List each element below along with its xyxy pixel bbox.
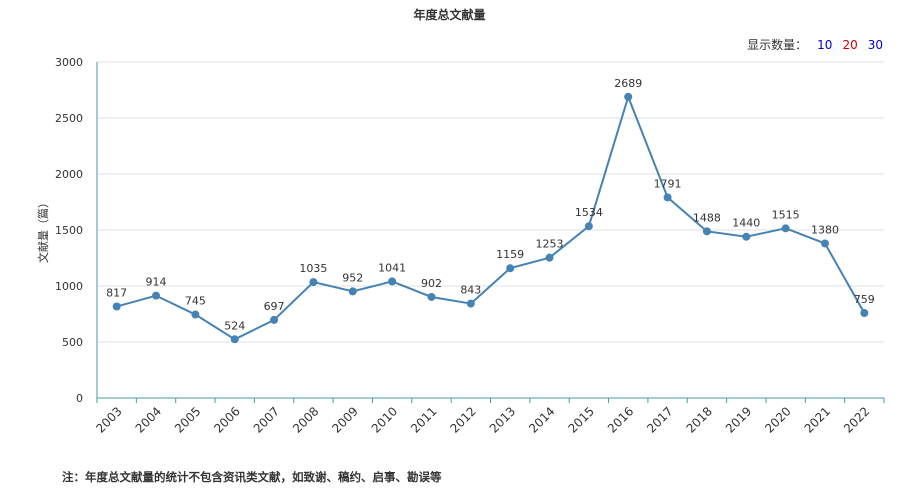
data-point [663, 193, 672, 202]
data-label: 1380 [811, 223, 839, 236]
data-point [427, 292, 436, 301]
x-tick-label: 2014 [526, 404, 557, 435]
line-chart: 0 500 1000 1500 2000 2500 3000 文献量（篇） 2003 2004 20… [36, 56, 885, 436]
data-point [191, 310, 200, 319]
data-point [820, 239, 829, 248]
y-tick-label: 0 [76, 392, 83, 405]
x-tick-label: 2008 [290, 404, 321, 435]
y-tick-label: 3000 [55, 56, 83, 69]
x-tick-label: 2013 [487, 404, 518, 435]
data-label: 1534 [575, 206, 603, 219]
x-tick-label: 2007 [251, 404, 282, 435]
y-axis-label: 文献量（篇） [36, 197, 50, 263]
x-tick-label: 2020 [762, 404, 793, 435]
data-point [781, 224, 790, 233]
x-tick-label: 2019 [723, 404, 754, 435]
x-tick-label: 2018 [684, 404, 715, 435]
data-label: 759 [854, 293, 875, 306]
data-label: 1440 [732, 217, 760, 230]
y-tick-label: 1500 [55, 224, 83, 237]
data-point [506, 264, 515, 273]
x-tick-label: 2006 [211, 404, 242, 435]
x-tick-label: 2012 [447, 404, 478, 435]
data-label: 1041 [378, 261, 406, 274]
display-count-option-20[interactable]: 20 [842, 38, 858, 52]
data-label: 1515 [772, 208, 800, 221]
footnote: 注：年度总文献量的统计不包含资讯类文献，如致谢、稿约、启事、勘误等 [62, 470, 442, 484]
data-point [270, 315, 279, 324]
x-tick-label: 2022 [841, 404, 872, 435]
data-label: 843 [460, 284, 481, 297]
x-tick-label: 2011 [408, 404, 439, 435]
data-label: 1159 [496, 248, 524, 261]
data-label: 914 [146, 276, 167, 289]
data-label: 1488 [693, 211, 721, 224]
display-count-label: 显示数量： [747, 38, 808, 52]
data-point [545, 253, 554, 262]
data-point [112, 302, 121, 311]
data-label: 817 [106, 286, 127, 299]
data-point [624, 92, 633, 101]
data-label: 697 [264, 300, 285, 313]
display-count-option-30[interactable]: 30 [867, 38, 883, 52]
data-point [348, 287, 357, 296]
y-tick-label: 2500 [55, 112, 83, 125]
data-point [702, 227, 711, 236]
display-count-selector: 显示数量： 10 20 30 [747, 36, 883, 53]
data-point [860, 308, 869, 317]
data-label: 952 [342, 271, 363, 284]
data-point [309, 278, 318, 287]
y-tick-label: 2000 [55, 168, 83, 181]
data-label: 1791 [654, 177, 682, 190]
data-point [230, 335, 239, 344]
x-tick-label: 2021 [802, 404, 833, 435]
x-tick-label: 2009 [329, 404, 360, 435]
x-tick-label: 2017 [644, 404, 675, 435]
y-tick-label: 500 [62, 336, 83, 349]
data-label: 902 [421, 277, 442, 290]
data-label: 524 [224, 319, 245, 332]
data-label: 1035 [299, 262, 327, 275]
x-tick-label: 2010 [369, 404, 400, 435]
x-tick-label: 2004 [133, 404, 164, 435]
data-point [742, 232, 751, 241]
data-label: 2689 [614, 77, 642, 90]
chart-title: 年度总文献量 [413, 8, 486, 22]
x-tick-label: 2005 [172, 404, 203, 435]
data-label: 745 [185, 295, 206, 308]
y-tick-label: 1000 [55, 280, 83, 293]
x-tick-label: 2003 [93, 404, 124, 435]
display-count-option-10[interactable]: 10 [817, 38, 833, 52]
x-tick-label: 2015 [565, 404, 596, 435]
series-line [116, 93, 866, 341]
data-point [466, 299, 475, 308]
data-label: 1253 [536, 238, 564, 251]
data-point [152, 291, 161, 300]
data-point [584, 222, 593, 231]
data-point [388, 277, 397, 286]
x-tick-label: 2016 [605, 404, 636, 435]
